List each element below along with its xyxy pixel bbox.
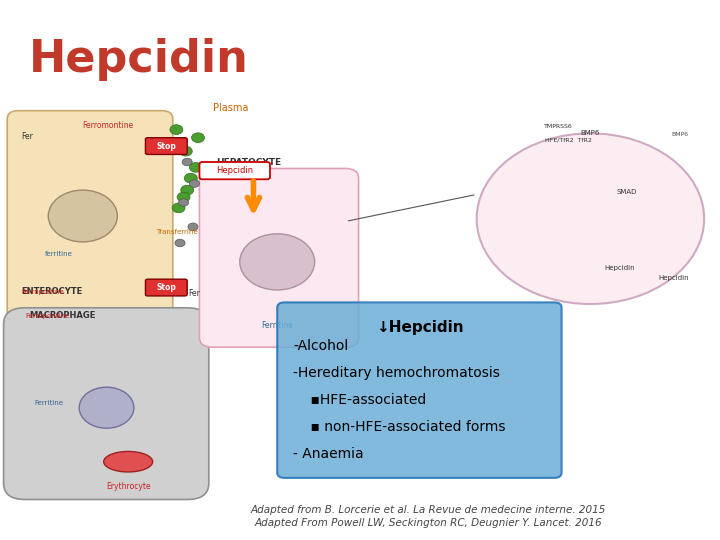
FancyBboxPatch shape [199,168,359,347]
Text: -Alcohol: -Alcohol [293,339,348,353]
Text: Adapted from B. Lorcerie et al. La Revue de medecine interne. 2015: Adapted from B. Lorcerie et al. La Revue… [251,505,606,515]
Circle shape [477,133,704,304]
Text: Hepcidin: Hepcidin [604,265,634,271]
Text: ferritine: ferritine [45,251,73,257]
Circle shape [172,203,185,213]
Text: ▪HFE-associated: ▪HFE-associated [293,393,426,407]
FancyBboxPatch shape [277,302,562,478]
Text: TMPRSS6: TMPRSS6 [544,124,572,129]
Circle shape [192,133,204,143]
FancyBboxPatch shape [145,138,187,154]
Text: Ferroportine: Ferroportine [22,289,64,295]
Ellipse shape [104,451,153,472]
Text: MACROPHAGE: MACROPHAGE [29,310,95,320]
Circle shape [179,146,192,156]
Circle shape [181,185,194,195]
Text: Plasma: Plasma [212,103,248,113]
Text: Erythrocyte: Erythrocyte [106,482,150,491]
Text: Hepcidin: Hepcidin [216,166,253,175]
Text: -Hereditary hemochromatosis: -Hereditary hemochromatosis [293,366,500,380]
FancyBboxPatch shape [4,308,209,500]
Circle shape [188,223,198,231]
Text: Ferritine: Ferritine [35,400,63,406]
Text: Ferromontine: Ferromontine [82,122,134,131]
Circle shape [240,234,315,290]
FancyBboxPatch shape [199,162,270,179]
Text: HFE/TfR2  TfR2: HFE/TfR2 TfR2 [545,138,593,143]
Text: Fer: Fer [189,289,200,298]
Circle shape [189,180,199,187]
Text: BMP6: BMP6 [581,130,600,136]
FancyBboxPatch shape [145,279,187,296]
Text: ▪ non-HFE-associated forms: ▪ non-HFE-associated forms [293,420,505,434]
Text: Adapted From Powell LW, Seckington RC, Deugnier Y. Lancet. 2016: Adapted From Powell LW, Seckington RC, D… [255,518,602,529]
Text: Ferritine: Ferritine [261,321,293,330]
Text: SMAD: SMAD [616,189,636,195]
Text: Stop: Stop [156,283,176,292]
Text: HEPATOCYTE: HEPATOCYTE [216,158,281,167]
Text: Hepcidin: Hepcidin [658,275,688,281]
Circle shape [79,387,134,428]
Circle shape [184,173,197,183]
Circle shape [189,163,202,172]
FancyBboxPatch shape [7,111,173,321]
Text: BMP6: BMP6 [672,132,689,137]
Text: ↓Hepcidin: ↓Hepcidin [376,320,463,335]
Text: Transferrine: Transferrine [156,230,197,235]
Circle shape [179,199,189,206]
Circle shape [182,158,192,166]
Text: - Anaemia: - Anaemia [293,447,364,461]
Text: Fer: Fer [22,132,33,141]
Circle shape [170,125,183,134]
Text: Stop: Stop [156,141,176,151]
Text: Hepcidin: Hepcidin [29,38,248,81]
Circle shape [175,239,185,247]
Circle shape [48,190,117,242]
Text: ENTEROCYTE: ENTEROCYTE [22,287,83,296]
Text: Ferropontine: Ferropontine [25,313,69,319]
Circle shape [177,192,190,202]
